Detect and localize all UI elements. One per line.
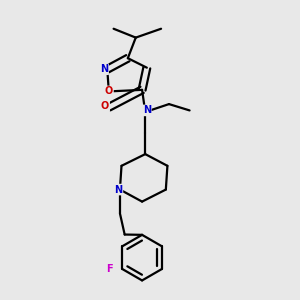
- Text: N: N: [100, 64, 108, 74]
- Text: N: N: [143, 105, 151, 116]
- Text: O: O: [101, 101, 109, 111]
- Text: O: O: [105, 86, 113, 96]
- Text: F: F: [106, 264, 113, 274]
- Text: N: N: [114, 184, 122, 195]
